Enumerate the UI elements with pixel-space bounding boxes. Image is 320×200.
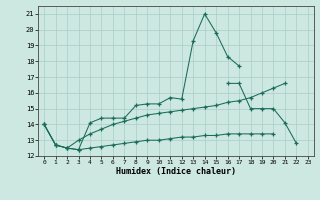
X-axis label: Humidex (Indice chaleur): Humidex (Indice chaleur) <box>116 167 236 176</box>
